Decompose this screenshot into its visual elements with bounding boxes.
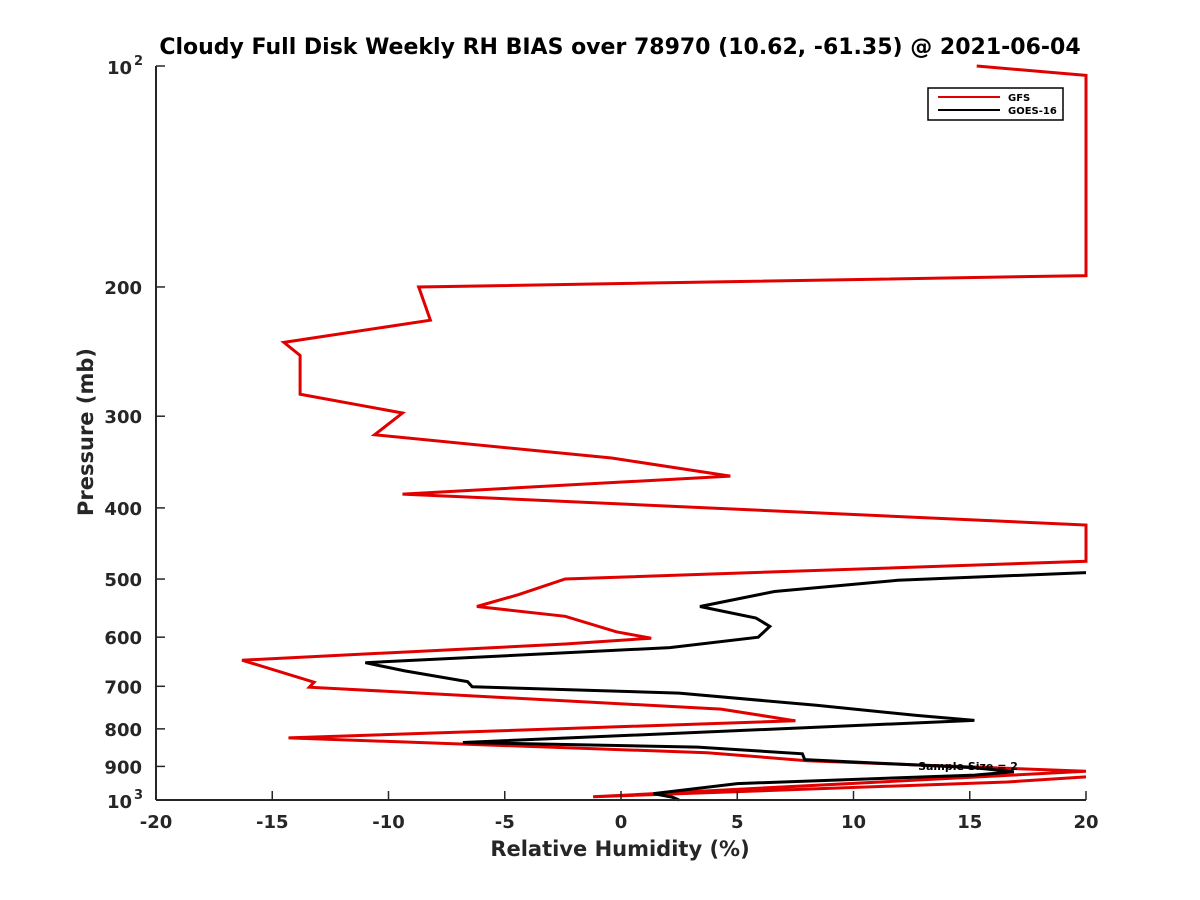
y-tick-label: 900 [104,757,142,778]
x-tick-label: -10 [372,812,405,833]
x-tick-label: 20 [1073,812,1098,833]
x-tick-label: 0 [615,812,628,833]
legend-label-goes16: GOES-16 [1008,106,1057,117]
legend-label-gfs: GFS [1008,93,1030,104]
x-tick-label: 5 [731,812,744,833]
legend: GFS GOES-16 [927,87,1064,121]
x-tick-label: -20 [140,812,173,833]
y-tick-exponent: 3 [134,788,143,803]
y-tick-label: 300 [104,407,142,428]
x-tick-label: -5 [495,812,515,833]
y-tick-exponent: 2 [134,54,143,69]
sample-size-annotation: Sample Size = 2 [918,760,1018,773]
y-axis-label: Pressure (mb) [74,348,98,516]
x-tick-label: 15 [957,812,982,833]
x-tick-label: 10 [841,812,866,833]
y-tick-label: 10 [107,58,132,79]
series-line-goes16 [364,571,1087,802]
legend-box [927,87,1064,121]
series-line-gfs [241,64,1088,799]
y-tick-label: 200 [104,278,142,299]
x-tick-label: -15 [256,812,289,833]
y-tick-label: 600 [104,628,142,649]
chart-title: Cloudy Full Disk Weekly RH BIAS over 789… [159,35,1080,60]
y-tick-label: 10 [107,792,132,813]
x-axis-label: Relative Humidity (%) [490,837,749,861]
y-tick-label: 500 [104,570,142,591]
y-tick-label: 800 [104,720,142,741]
y-tick-label: 700 [104,677,142,698]
series-layer [241,64,1088,802]
y-tick-label: 400 [104,499,142,520]
